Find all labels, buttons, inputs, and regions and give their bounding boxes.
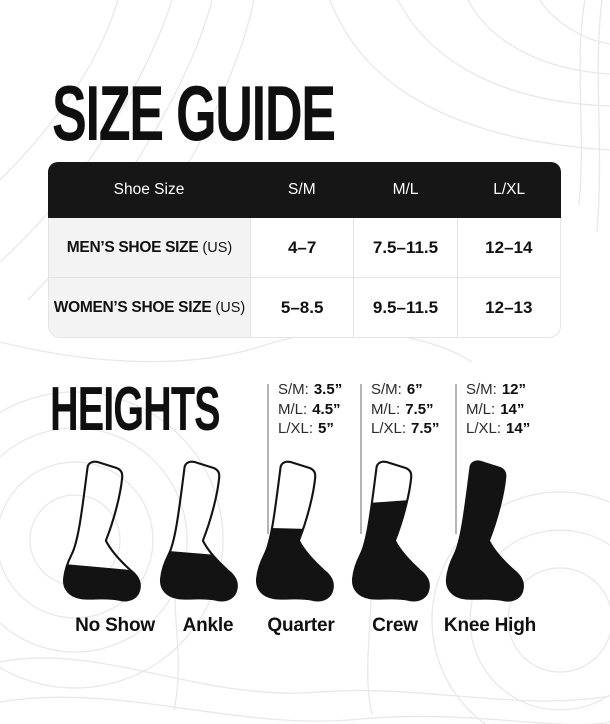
spec-size-value: 14” [506,420,531,437]
col-header-ml: M/L [392,181,419,198]
table-row-womens: WOMEN’S SHOE SIZE (US) 5–8.5 9.5–11.5 12… [49,277,560,337]
sock-label-knee-high: Knee High [443,615,537,636]
row-label-bold: WOMEN’S SHOE SIZE [53,298,212,316]
height-spec-crew: S/M: 6” M/L: 7.5” L/XL: 7.5” [360,380,439,534]
sock-label-ankle: Ankle [182,615,234,636]
heights-title: HEIGHTS [50,375,221,444]
table-row-mens: MEN’S SHOE SIZE (US) 4–7 7.5–11.5 12–14 [49,218,560,277]
spec-size-label: M/L: [371,400,401,418]
sock-label-quarter: Quarter [267,615,335,636]
spec-size-label: M/L: [466,400,496,418]
cell-womens-ml: 9.5–11.5 [354,278,458,337]
cell-mens-lxl: 12–14 [485,237,533,257]
row-label-suffix: (US) [202,239,233,256]
row-label-suffix: (US) [215,299,246,316]
col-header-lxl: L/XL [493,181,526,198]
spec-size-label: S/M: [466,381,497,398]
size-table-body: MEN’S SHOE SIZE (US) 4–7 7.5–11.5 12–14 … [48,218,561,338]
height-spec-knee-high: S/M: 12” M/L: 14” L/XL: 14” [455,380,530,534]
spec-size-label: M/L: [278,400,308,418]
spec-size-value: 6” [406,381,423,398]
col-header-shoe-size: Shoe Size [113,181,185,198]
spec-divider-line [360,384,362,534]
size-table: Shoe Size S/M M/L L/XL MEN’S SHOE SIZE (… [48,162,561,338]
spec-size-value: 12” [501,381,527,398]
spec-size-label: L/XL: [371,420,407,437]
spec-size-value: 3.5” [313,381,343,398]
cell-mens-ml: 7.5–11.5 [354,218,458,277]
spec-size-label: L/XL: [278,420,314,437]
spec-size-value: 5” [318,420,334,437]
spec-size-label: S/M: [278,381,309,398]
row-label-mens: MEN’S SHOE SIZE (US) [49,218,251,277]
spec-size-value: 7.5” [411,420,440,437]
col-header-sm: S/M [288,181,316,198]
sock-no-show-icon [63,460,141,602]
row-label-womens: WOMEN’S SHOE SIZE (US) [49,278,251,337]
sock-crew-icon [352,460,430,602]
sock-label-crew: Crew [372,615,418,636]
cell-womens-sm: 5–8.5 [251,278,355,337]
spec-size-value: 7.5” [405,400,434,418]
spec-divider-line [455,384,457,534]
spec-size-label: S/M: [371,381,402,398]
spec-size-value: 4.5” [312,400,341,418]
sock-label-no-show: No Show [75,615,155,636]
sock-quarter-icon [256,460,334,602]
height-spec-quarter: S/M: 3.5” M/L: 4.5” L/XL: 5” [267,380,342,534]
spec-size-value: 14” [500,400,525,418]
sock-ankle-icon [160,460,238,602]
spec-size-label: L/XL: [466,420,502,437]
page-title: SIZE GUIDE [52,69,336,157]
row-label-bold: MEN’S SHOE SIZE [66,238,199,256]
cell-womens-lxl: 12–13 [485,297,533,317]
cell-mens-sm: 4–7 [251,218,355,277]
spec-divider-line [267,384,269,534]
size-table-header: Shoe Size S/M M/L L/XL [48,162,561,218]
sock-knee-high-icon [445,460,524,602]
